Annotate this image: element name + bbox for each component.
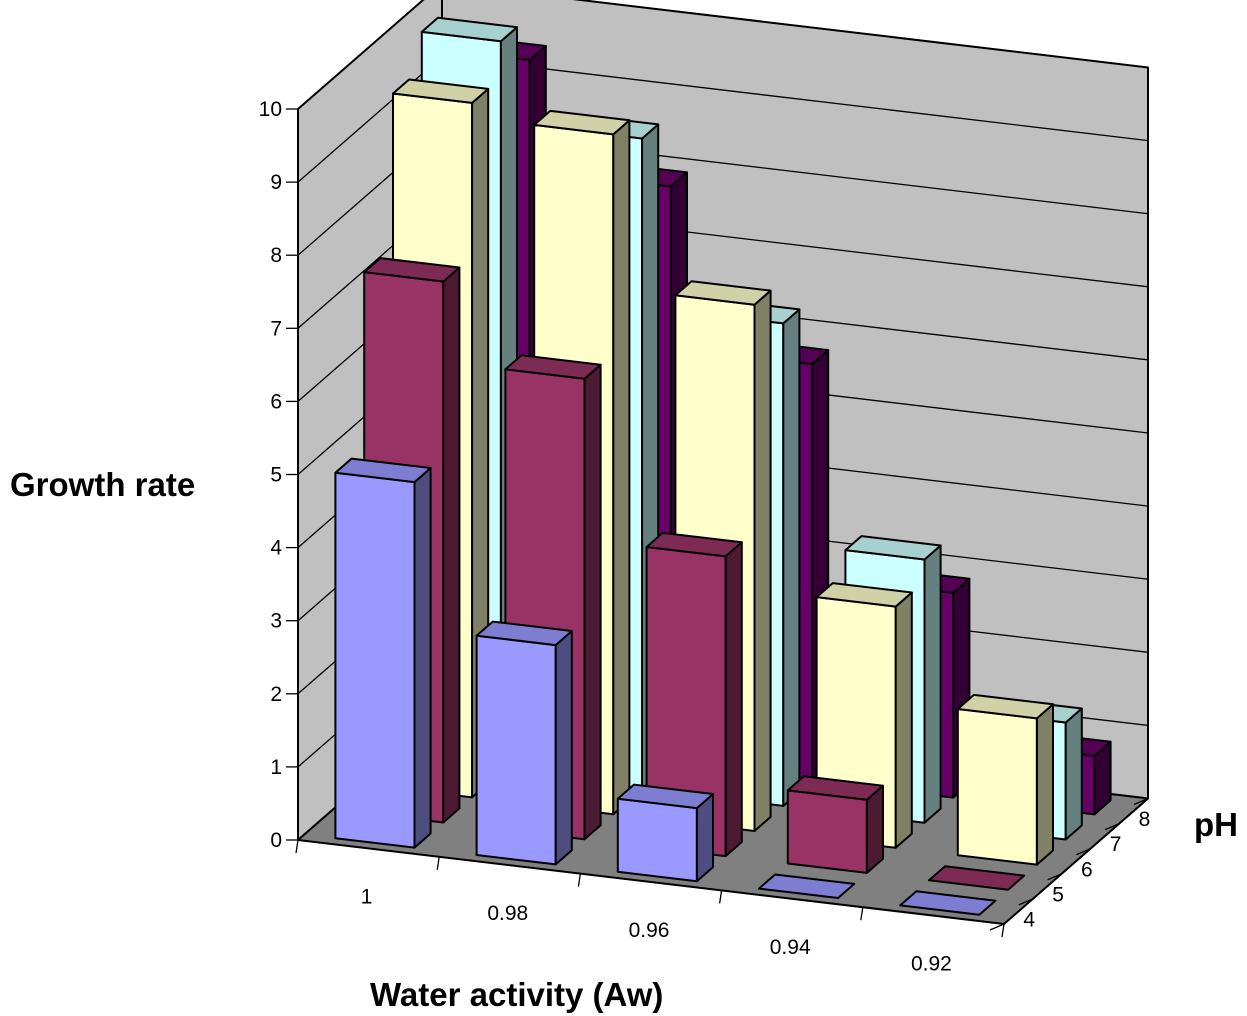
y-tick-label-10: 10 bbox=[259, 98, 282, 121]
bar-ph4-aw1 bbox=[334, 457, 432, 849]
z-tick-4 bbox=[1104, 823, 1120, 831]
z-tick-label-6: 6 bbox=[1081, 858, 1093, 881]
bar-top bbox=[420, 16, 518, 43]
y-tick-label-2: 2 bbox=[270, 683, 282, 706]
bar-side bbox=[782, 308, 801, 807]
bar-top bbox=[533, 109, 631, 136]
bar-top bbox=[674, 280, 772, 306]
x-axis-line bbox=[297, 839, 1005, 925]
bar-ph4-aw0.98 bbox=[475, 620, 573, 866]
x-tick-label-1: 1 bbox=[361, 885, 373, 908]
bar-top bbox=[616, 783, 714, 810]
bar-ph5-aw0.92 bbox=[928, 865, 1026, 891]
bar-front bbox=[334, 471, 416, 849]
y-tick-label-3: 3 bbox=[270, 610, 282, 633]
bar-ph4-aw0.96 bbox=[616, 783, 714, 883]
bar-top bbox=[956, 693, 1054, 720]
z-tick-label-7: 7 bbox=[1110, 833, 1122, 856]
bar-front bbox=[956, 708, 1038, 866]
z-tick-3 bbox=[1076, 848, 1091, 856]
bar-ph4-aw0.92 bbox=[899, 890, 997, 916]
z-tick-0 bbox=[989, 923, 1005, 931]
y-tick-label-8: 8 bbox=[270, 244, 282, 267]
bar-side bbox=[1064, 707, 1083, 841]
bar-side bbox=[612, 119, 631, 816]
z-tick-2 bbox=[1047, 873, 1062, 881]
bar-side bbox=[442, 266, 461, 824]
bar-top bbox=[928, 865, 1026, 891]
y-tick-label-7: 7 bbox=[270, 317, 282, 340]
axes bbox=[286, 108, 1149, 938]
y-tick-label-0: 0 bbox=[270, 829, 282, 852]
bar-top bbox=[504, 354, 602, 380]
bars bbox=[334, 16, 1112, 916]
z-tick-label-5: 5 bbox=[1052, 883, 1064, 906]
z-tick-1 bbox=[1018, 898, 1034, 906]
bar-ph5-aw0.94 bbox=[786, 775, 884, 874]
bar-top bbox=[786, 775, 884, 801]
bar-side bbox=[583, 363, 602, 841]
x-tick-1 bbox=[436, 856, 440, 870]
bar-side bbox=[923, 544, 942, 824]
x-tick-label-0.94: 0.94 bbox=[770, 936, 811, 959]
y-axis-title: Growth rate bbox=[10, 466, 195, 503]
bar-top bbox=[392, 78, 490, 104]
bar-top bbox=[844, 535, 942, 561]
x-axis-title: Water activity (Aw) bbox=[370, 976, 663, 1013]
y-tick-label-1: 1 bbox=[270, 756, 282, 779]
bar-front bbox=[786, 789, 868, 874]
bar-top bbox=[758, 873, 856, 899]
bar-side bbox=[724, 541, 743, 858]
bar-top bbox=[334, 457, 432, 484]
bar-top bbox=[899, 890, 997, 916]
bar-side bbox=[413, 467, 432, 849]
y-tick-label-5: 5 bbox=[270, 464, 282, 487]
bar-side bbox=[753, 289, 772, 832]
x-tick-3 bbox=[718, 890, 723, 904]
bar-top bbox=[815, 582, 913, 608]
bar-front bbox=[616, 797, 698, 883]
gridline-left-10 bbox=[297, 0, 425, 110]
z-axis-line bbox=[1003, 798, 1149, 925]
bar-ph6-aw0.92 bbox=[956, 693, 1054, 866]
gridline-left-9 bbox=[297, 56, 443, 183]
x-tick-4 bbox=[860, 907, 864, 921]
x-tick-label-0.98: 0.98 bbox=[487, 902, 528, 925]
bar-side bbox=[894, 591, 913, 849]
x-tick-0 bbox=[295, 839, 299, 854]
z-tick-label-4: 4 bbox=[1023, 909, 1035, 932]
bar-side bbox=[554, 630, 573, 866]
y-tick-label-9: 9 bbox=[270, 171, 282, 194]
y-tick-label-4: 4 bbox=[270, 537, 282, 560]
bar-ph4-aw0.94 bbox=[758, 873, 856, 899]
bar-top bbox=[475, 620, 573, 647]
bar-top bbox=[645, 531, 743, 558]
gridline-back-10 bbox=[575, 0, 1149, 69]
gridline-back-9 bbox=[441, 55, 1149, 142]
x-tick-5 bbox=[1001, 923, 1005, 938]
z-axis-title: pH bbox=[1194, 806, 1238, 843]
x-tick-label-0.92: 0.92 bbox=[911, 953, 952, 976]
bar-side bbox=[1035, 703, 1054, 866]
bar-top bbox=[363, 257, 461, 283]
z-tick-label-8: 8 bbox=[1139, 808, 1151, 831]
z-tick-5 bbox=[1133, 797, 1149, 806]
x-tick-2 bbox=[577, 873, 582, 887]
x-tick-label-0.96: 0.96 bbox=[629, 919, 670, 942]
y-tick-label-6: 6 bbox=[270, 390, 282, 413]
bar-front bbox=[475, 634, 557, 866]
